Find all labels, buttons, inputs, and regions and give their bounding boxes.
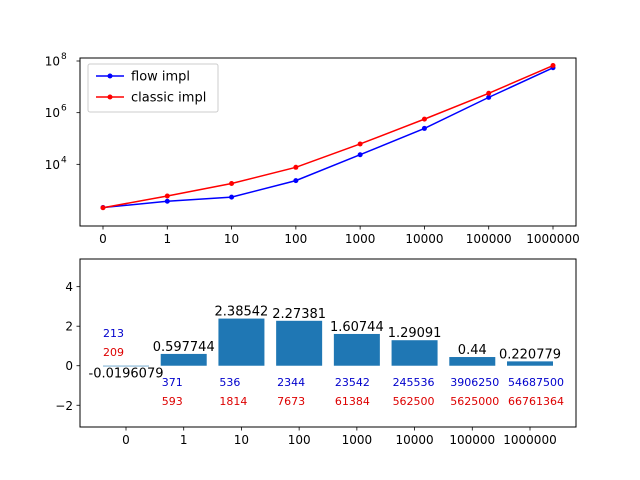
flow-count-label: 371 — [162, 376, 183, 389]
classic-count-label: 61384 — [335, 395, 370, 408]
bar-value-labels: -0.0196079 0.597744 2.38542 2.27381 1.60744 1… — [89, 305, 562, 382]
bar — [276, 320, 323, 366]
y-tick-exponent: 4 — [61, 155, 67, 165]
bar-annotations: 213 371 536 2344 23542 245536 3906250 54687500 2… — [103, 327, 564, 408]
data-point — [100, 205, 106, 211]
data-point — [550, 63, 556, 69]
x-tick-label: 1 — [163, 232, 171, 246]
data-point — [293, 178, 299, 184]
flow-count-label: 23542 — [335, 376, 370, 389]
legend-label-classic: classic impl — [131, 91, 206, 106]
line-series-group — [100, 63, 556, 211]
classic-count-label: 7673 — [277, 395, 305, 408]
line-chart-frame — [79, 57, 577, 227]
y-tick-label: 0 — [65, 359, 73, 373]
x-tick-label: 100 — [284, 232, 307, 246]
data-point — [421, 125, 427, 131]
data-point — [357, 141, 363, 147]
data-point — [421, 116, 427, 122]
y-tick-label: −2 — [55, 399, 73, 413]
bar — [507, 361, 553, 366]
y-tick-exponent: 8 — [61, 52, 67, 62]
y-tick-label: 10 — [45, 55, 60, 69]
classic-count-label: 562500 — [393, 395, 435, 408]
legend-marker-flow — [107, 73, 113, 79]
data-point — [486, 90, 492, 96]
x-tick-label: 100000 — [449, 433, 495, 447]
bar-chart: 0 1 10 100 1000 10000 100000 1000000 −2 0 2 4 -0.0… — [55, 258, 577, 447]
classic-count-label: 593 — [162, 395, 183, 408]
x-tick-label: 1000000 — [526, 232, 579, 246]
legend-marker-classic — [107, 94, 113, 100]
bar — [391, 340, 438, 366]
bar — [160, 353, 207, 366]
bar — [218, 318, 265, 366]
bar-value-label: 1.29091 — [388, 326, 442, 341]
series-line-classic — [102, 64, 554, 209]
x-tick-label: 1 — [180, 433, 188, 447]
flow-count-label: 245536 — [393, 376, 435, 389]
y-tick-label: 2 — [65, 320, 73, 334]
classic-count-label: 5625000 — [450, 395, 499, 408]
flow-count-label: 2344 — [277, 376, 305, 389]
bar-chart-frame — [79, 258, 577, 428]
flow-count-label: 3906250 — [450, 376, 499, 389]
legend-label-flow: flow impl — [131, 70, 190, 85]
x-tick-label: 0 — [99, 232, 107, 246]
bar — [449, 357, 496, 366]
x-tick-label: 10 — [224, 232, 239, 246]
x-tick-label: 100000 — [466, 232, 512, 246]
bar-value-label: 0.220779 — [499, 347, 561, 362]
data-point — [229, 180, 235, 186]
data-point — [164, 198, 170, 204]
x-tick-label: 1000 — [342, 433, 373, 447]
x-tick-label: 10000 — [395, 433, 433, 447]
line-chart-x-ticks: 0 1 10 100 1000 10000 100000 1000000 — [99, 226, 580, 246]
y-tick-exponent: 6 — [61, 104, 67, 114]
classic-count-label: 66761364 — [508, 395, 564, 408]
bar-chart-x-ticks: 0 1 10 100 1000 10000 100000 1000000 — [122, 427, 557, 447]
classic-count-label: 209 — [103, 346, 124, 359]
y-tick-label: 10 — [45, 158, 60, 172]
bar — [333, 333, 380, 366]
data-point — [486, 94, 492, 100]
bar-value-label: -0.0196079 — [89, 367, 164, 382]
legend: flow impl classic impl — [87, 63, 219, 113]
y-tick-label: 10 — [45, 106, 60, 120]
bar-value-label: 0.597744 — [153, 340, 215, 355]
flow-count-label: 536 — [219, 376, 240, 389]
y-tick-label: 4 — [65, 280, 73, 294]
x-tick-label: 10 — [234, 433, 249, 447]
x-tick-label: 0 — [122, 433, 130, 447]
bar-chart-y-ticks: −2 0 2 4 — [55, 280, 80, 413]
flow-count-label: 54687500 — [508, 376, 564, 389]
bar-group — [103, 318, 553, 367]
bar-value-label: 2.27381 — [272, 307, 326, 322]
x-tick-label: 1000 — [345, 232, 376, 246]
bar-value-label: 0.44 — [458, 343, 487, 358]
classic-count-label: 1814 — [219, 395, 247, 408]
data-point — [164, 193, 170, 199]
flow-count-label: 213 — [103, 327, 124, 340]
data-point — [229, 194, 235, 200]
series-line-flow — [102, 67, 554, 209]
x-tick-label: 100 — [288, 433, 311, 447]
bar-value-label: 1.60744 — [330, 320, 384, 335]
data-point — [357, 152, 363, 158]
bar-value-label: 2.38542 — [215, 305, 269, 320]
data-point — [293, 164, 299, 170]
x-tick-label: 1000000 — [503, 433, 556, 447]
x-tick-label: 10000 — [405, 232, 443, 246]
bar — [103, 365, 149, 367]
